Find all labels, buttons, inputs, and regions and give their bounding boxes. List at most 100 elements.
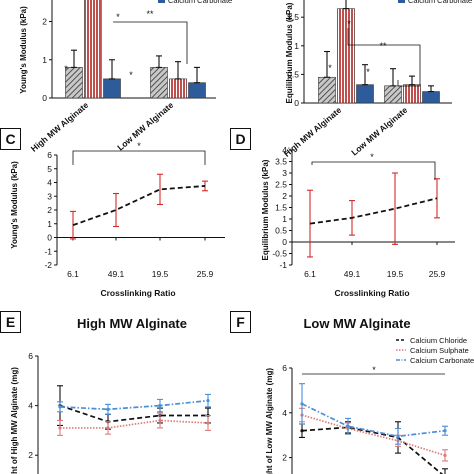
panel-a-annotation: ** (146, 9, 154, 19)
panel-b-y-tick-label: 0.5 (287, 69, 299, 79)
panel-c-plot: -2 -1 0 1 2 3 4 5 6 6.1 49.1 19.5 25.9 (44, 150, 225, 279)
panel-d-plot: -1-0.5 00.5 11.5 22.5 33.5 4 6.1 49.1 19.5 25.9 (272, 145, 455, 279)
panel-e-data-point (206, 399, 210, 403)
panel-b-bar (318, 76, 336, 104)
panel-c-label: C (5, 131, 15, 147)
panel-d-y-tick-label: 1 (282, 214, 287, 224)
legend-label-calcium-sulphate: Calcium Sulphate (410, 346, 469, 355)
panel-e-plot: 2 4 6 (28, 351, 211, 474)
panel-e-title: High MW Alginate (77, 316, 187, 331)
panel-c-x-tick-label: 19.5 (152, 269, 169, 279)
panel-f-annotation: * (372, 365, 376, 375)
panel-c-xlabel: Crosslinking Ratio (100, 288, 175, 298)
panel-b-bar (403, 84, 421, 104)
panel-a-y-tick-label: 1 (42, 55, 47, 65)
panel-c-y-tick-label: 1 (47, 219, 52, 229)
panel-a-annotation: * (129, 70, 133, 80)
panel-b-annotation: * (347, 19, 351, 29)
panel-d-ylabel: Equilibrium Modulus (kPa) (261, 159, 270, 260)
panel-e: E High MW Alginate Weight of High MW Alg… (0, 311, 211, 474)
panel-f-data-point (300, 402, 304, 406)
panel-d-significance-bracket (311, 161, 436, 180)
panel-d-x-tick-label: 25.9 (429, 269, 446, 279)
panel-f-y-tick-label: 6 (282, 363, 287, 373)
panel-c-y-tick-label: 0 (47, 233, 52, 243)
panel-b-bar (356, 84, 374, 104)
panel-c-significance-bracket (72, 150, 206, 165)
panel-d-label-box (230, 128, 251, 150)
panel-c-y-tick-label: -1 (44, 246, 52, 256)
panel-f-data-point (443, 429, 447, 433)
panel-d-xlabel: Crosslinking Ratio (334, 288, 409, 298)
panel-f-plot: 2 4 6 (282, 363, 448, 474)
panel-c-x-tick-label: 49.1 (108, 269, 125, 279)
panel-b: Equilibrium Modulus (kPa) 00.511.522.5Hi… (282, 0, 472, 159)
panel-a-significance-bracket (113, 21, 188, 64)
panel-b-y-tick-label: 0 (294, 98, 299, 108)
legend-label-calcium-chloride: Calcium Chloride (410, 336, 467, 345)
panel-f-series-line (301, 403, 446, 438)
panel-c-y-tick-label: 6 (47, 150, 52, 160)
panel-d-x-tick-label: 49.1 (344, 269, 361, 279)
panel-e-data-point (58, 426, 62, 430)
panel-a-legend-swatch (158, 0, 165, 3)
panel-a-bar (188, 82, 206, 99)
panel-d-y-tick-label: 2.5 (275, 180, 287, 190)
legend-label-calcium-carbonate: Calcium Carbonate (410, 356, 474, 365)
panel-e-data-point (106, 407, 110, 411)
panel-b-annotation: ** (379, 41, 387, 51)
panel-b-annotation: * (328, 63, 332, 73)
panel-f-series-line (301, 414, 446, 457)
panel-c-y-tick-label: 2 (47, 205, 52, 215)
panel-a-bar (169, 78, 187, 99)
panel-c-annotation: * (137, 141, 141, 151)
panel-a-y-tick-label: 2 (42, 17, 47, 27)
panel-a-bar (150, 67, 168, 99)
panel-a-bar (103, 78, 121, 99)
panel-b-category-label: High MW Alginate (282, 105, 344, 159)
panel-e-data-point (158, 404, 162, 408)
panel-e-y-tick-label: 2 (28, 450, 33, 460)
panel-c-series-line (72, 185, 206, 226)
panel-a-bar (84, 0, 102, 99)
panel-e-series-line (59, 399, 209, 411)
panel-d-y-tick-label: 2 (282, 191, 287, 201)
panel-b-category-label: Low MW Alginate (349, 105, 409, 158)
panel-f-data-point (396, 434, 400, 438)
panel-d: D Equilibrium Modulus (kPa) Crosslinking… (230, 128, 455, 298)
panel-a-legend-label: Calcium Carbonate (168, 0, 232, 5)
panel-c-y-tick-label: -2 (44, 260, 52, 270)
panel-f-legend: Calcium Chloride Calcium Sulphate Calciu… (396, 336, 474, 365)
panel-f-label: F (236, 314, 245, 330)
panel-d-y-tick-label: 0 (282, 237, 287, 247)
panel-b-y-tick-label: 1 (294, 41, 299, 51)
panel-e-data-point (158, 418, 162, 423)
panel-b-ylabel: Equilibrium Modulus (kPa) (285, 2, 294, 103)
panel-d-y-tick-label: 0.5 (275, 226, 287, 236)
panel-d-x-tick-label: 19.5 (387, 269, 404, 279)
panel-d-y-tick-label: -1 (279, 260, 287, 270)
panel-d-y-tick-label: -0.5 (272, 249, 287, 259)
panel-b-legend-swatch (398, 0, 405, 3)
panel-e-data-point (106, 426, 110, 430)
panel-e-label: E (6, 314, 15, 330)
panel-c: C Young's Modulus (kPa) Crosslinking Rat… (0, 128, 225, 298)
panel-e-series-line (59, 404, 208, 423)
panel-f-data-point (346, 424, 350, 428)
panel-b-significance-bracket (347, 28, 421, 86)
panel-e-data-point (206, 421, 210, 425)
panel-d-y-tick-label: 3 (282, 168, 287, 178)
panel-c-x-tick-label: 6.1 (67, 269, 79, 279)
panel-d-label: D (235, 131, 245, 147)
panel-a-ylabel: Young's Modulus (kPa) (19, 6, 28, 94)
panel-b-bar (422, 91, 440, 104)
panel-c-ylabel: Young's Modulus (kPa) (10, 161, 19, 249)
panel-a-annotation: * (64, 64, 68, 74)
panel-d-annotation: * (370, 152, 374, 162)
panel-d-x-tick-label: 6.1 (304, 269, 316, 279)
panel-a-bar (65, 67, 83, 99)
panel-e-y-tick-label: 4 (28, 401, 33, 411)
panel-c-y-tick-label: 3 (47, 191, 52, 201)
